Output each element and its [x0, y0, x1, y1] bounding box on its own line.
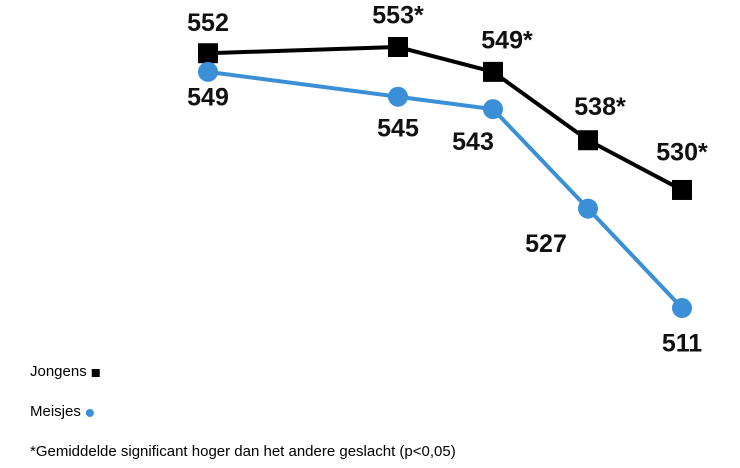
data-label: 511: [662, 330, 702, 358]
data-label: 543: [452, 128, 494, 156]
marker: [672, 179, 692, 200]
data-label: 553*: [372, 2, 424, 30]
data-label: 538*: [574, 93, 626, 121]
marker: [672, 298, 692, 319]
marker: [578, 130, 598, 151]
data-label: 552: [187, 9, 229, 37]
data-label: 530*: [656, 139, 708, 167]
marker: [388, 86, 408, 107]
data-label: 545: [377, 114, 419, 142]
footnote: *Gemiddelde significant hoger dan het an…: [30, 443, 456, 460]
marker: [388, 37, 408, 58]
marker: [198, 43, 218, 64]
marker: [483, 61, 503, 82]
data-label: 549: [187, 83, 229, 111]
marker: [483, 99, 503, 120]
legend-label: Meisjes: [30, 403, 81, 420]
legend-marker: [91, 369, 100, 377]
marker: [578, 198, 598, 219]
data-label: 549*: [481, 26, 533, 54]
legend-marker: [85, 409, 94, 417]
marker: [198, 61, 218, 82]
data-label: 527: [525, 230, 567, 258]
legend-label: Jongens: [30, 363, 87, 380]
